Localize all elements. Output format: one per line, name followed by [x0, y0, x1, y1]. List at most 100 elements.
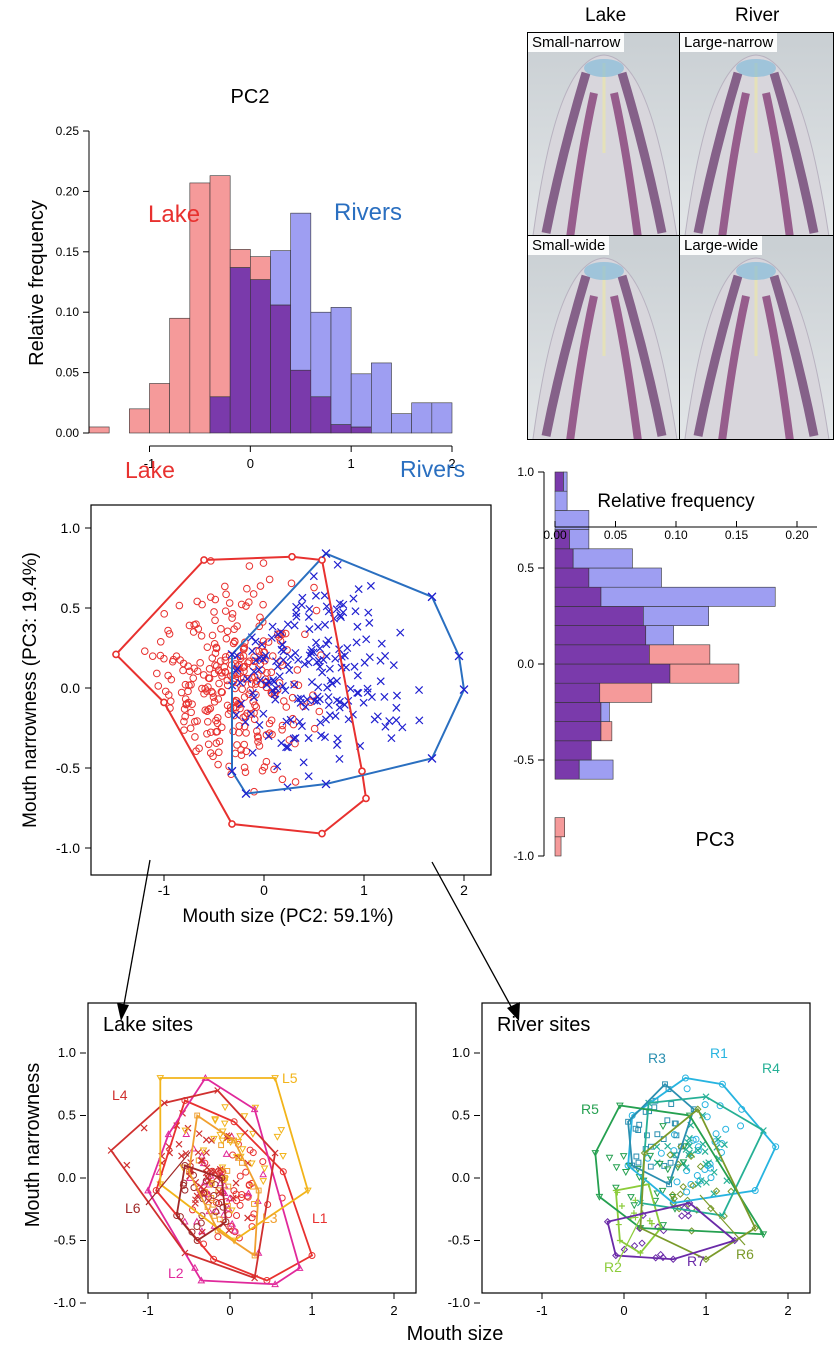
lake-sites-points: [107, 1073, 316, 1288]
pc3-histogram-title: PC3: [696, 829, 735, 851]
river-point: [297, 722, 306, 731]
site-xtick-label: 2: [390, 1303, 397, 1318]
river-point: [415, 716, 424, 725]
river-point: [248, 688, 257, 697]
pc2-river-bar: [411, 402, 433, 434]
site-point-r5: [680, 1143, 689, 1151]
site-label-l1: L1: [312, 1210, 328, 1226]
hull-r3: [627, 1083, 695, 1186]
hull-l2: [147, 1076, 301, 1286]
river-point: [316, 718, 325, 727]
river-point: [295, 717, 304, 726]
site-point-r5: [627, 1194, 635, 1201]
pc2-river-bar: [391, 413, 412, 434]
site-label-r3: R3: [648, 1050, 666, 1066]
site-point-r7: [684, 1212, 693, 1220]
lake-point: [166, 697, 175, 705]
lake-point: [199, 671, 208, 679]
river-point: [331, 654, 340, 663]
river-hull-vertex: [227, 649, 237, 659]
site-point-r7: [678, 1212, 686, 1220]
river-point: [398, 723, 407, 732]
site-point-l5: [227, 1207, 236, 1215]
lake-point: [189, 674, 198, 682]
site-point-l5: [216, 1131, 225, 1139]
site-point-r1: [716, 1102, 724, 1110]
site-point-l4: [203, 1149, 210, 1157]
river-point: [305, 651, 314, 660]
photo-label-large-narrow: Large-narrow: [680, 33, 778, 52]
lake-point: [243, 584, 251, 593]
lake-point: [148, 652, 157, 660]
bottom-ylabel: Mouth narrowness: [22, 1063, 44, 1228]
river-point: [277, 645, 286, 654]
lake-point: [245, 657, 253, 666]
river-point: [362, 635, 371, 644]
lake-point: [230, 625, 238, 634]
lake-point: [290, 680, 299, 688]
main-scatter-hulls: [112, 549, 469, 838]
lake-point: [214, 748, 223, 757]
lake-point: [265, 575, 274, 584]
site-point-r6: [712, 1187, 721, 1195]
site-point-l6: [180, 1179, 188, 1187]
pc3-histogram: Relative frequency 0.00 0.05 0.10 0.15 0.20 -…: [513, 465, 817, 863]
site-point-r1: [683, 1085, 691, 1093]
river-point: [305, 604, 314, 614]
lake-point: [254, 737, 262, 746]
site-ytick-label: 0.5: [452, 1108, 470, 1123]
site-point-l2: [225, 1194, 234, 1202]
pc3-ytick-label: 0.0: [517, 657, 534, 671]
site-point-r3: [633, 1153, 640, 1160]
site-point-r7: [659, 1253, 667, 1262]
site-point-l1: [238, 1194, 246, 1202]
site-point-l6: [198, 1212, 206, 1220]
river-point: [311, 591, 320, 600]
river-point: [256, 676, 265, 685]
main-scatter-xlabel: Mouth size (PC2: 59.1%): [182, 906, 393, 927]
site-point-l3: [250, 1183, 256, 1190]
lake-point: [233, 741, 241, 749]
river-hull-vertex: [227, 766, 237, 776]
river-point: [353, 671, 362, 680]
lake-hull-vertex: [228, 820, 236, 828]
site-point-r4: [721, 1141, 728, 1149]
lake-point: [204, 683, 212, 691]
river-point: [326, 676, 335, 685]
site-ytick-label: 0.0: [452, 1170, 470, 1185]
pc3-overlap-bar: [554, 625, 647, 646]
lake-point: [310, 583, 318, 592]
site-point-r5: [659, 1222, 668, 1230]
site-point-r4: [702, 1179, 710, 1186]
river-point: [324, 701, 333, 710]
pc2-lake-bar: [250, 256, 271, 280]
site-point-l4: [198, 1228, 206, 1236]
site-point-l3: [251, 1201, 257, 1207]
river-point: [381, 722, 390, 731]
site-label-leader: [699, 1194, 746, 1246]
site-point-l5: [220, 1120, 229, 1128]
lake-point: [287, 579, 296, 588]
pc2-overlap-bar: [250, 279, 271, 434]
site-point-l1: [189, 1206, 197, 1214]
lake-point: [206, 704, 215, 713]
pc2-lake-bar: [229, 249, 251, 268]
site-point-l5: [279, 1152, 287, 1160]
site-point-r6: [666, 1151, 674, 1159]
lake-point: [221, 607, 230, 615]
pc3-xtick-label: 0.20: [785, 528, 809, 542]
river-point: [292, 602, 301, 611]
pc2-river-bar: [270, 250, 291, 306]
site-point-r1: [687, 1181, 695, 1189]
pc2-overlap-bar: [310, 396, 332, 434]
river-point: [283, 620, 292, 629]
lake-point: [293, 666, 302, 674]
site-point-l1: [230, 1118, 238, 1126]
site-point-r5: [630, 1202, 639, 1210]
lake-point: [204, 740, 213, 749]
site-point-r1: [657, 1149, 665, 1157]
river-point: [381, 651, 390, 660]
lake-hull-vertex: [112, 650, 120, 659]
river-hull-vertex: [241, 789, 251, 799]
